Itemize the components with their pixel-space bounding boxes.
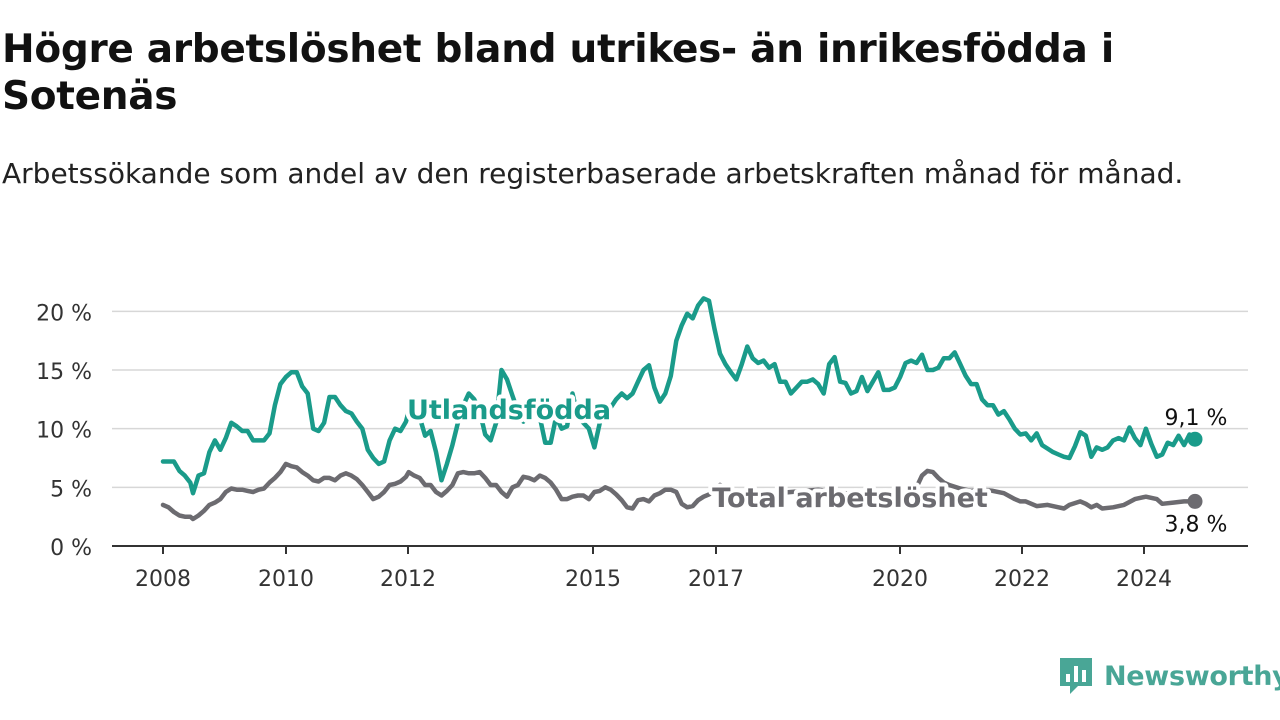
x-tick-label: 2020 (872, 567, 928, 592)
x-tick-label: 2012 (380, 567, 436, 592)
newsworthy-brand: Newsworthy (1058, 654, 1280, 698)
x-axis: 2008 2010 2012 2015 2017 2020 2022 2024 (112, 545, 1248, 592)
y-tick-label: 20 % (36, 301, 92, 326)
series-end-label: 3,8 % (1165, 512, 1228, 537)
series-end-dot (1187, 493, 1203, 509)
y-tick-label: 0 % (50, 536, 92, 561)
series-end-dot (1187, 431, 1203, 447)
y-tick-label: 15 % (36, 360, 92, 385)
series-line-total (160, 461, 723, 522)
series-end-label: 9,1 % (1165, 406, 1228, 431)
x-tick-label: 2022 (994, 567, 1050, 592)
series-inline-label-halo: Utlandsfödda (407, 395, 611, 426)
x-tick-label: 2017 (688, 567, 744, 592)
chart-title: Högre arbetslöshet bland utrikes- än inr… (2, 27, 1114, 119)
y-tick-label: 10 % (36, 419, 92, 444)
x-tick-label: 2015 (565, 567, 621, 592)
x-tick-label: 2008 (135, 567, 191, 592)
newsworthy-logo-icon (1060, 658, 1092, 694)
y-tick-label: 5 % (50, 477, 92, 502)
series-inline-label-halo: Total arbetslöshet (712, 483, 988, 514)
series-line-utlandsfodda (160, 296, 1198, 496)
y-axis-tick-labels: 0 % 5 % 10 % 15 % 20 % (36, 301, 92, 561)
brand-name: Newsworthy (1104, 660, 1280, 692)
series-inline-label: Utlandsfödda (407, 395, 611, 426)
chart-subtitle: Arbetssökande som andel av den registerb… (2, 157, 1184, 190)
grid-lines (112, 310, 1248, 489)
x-tick-label: 2024 (1116, 567, 1172, 592)
series-inline-label: Total arbetslöshet (712, 483, 988, 514)
series-labels: 9,1 %3,8 %UtlandsföddaUtlandsföddaTotal … (403, 391, 1228, 537)
series-lines (160, 296, 1198, 522)
x-tick-label: 2010 (258, 567, 314, 592)
series-line-total-continuation (717, 468, 1198, 511)
